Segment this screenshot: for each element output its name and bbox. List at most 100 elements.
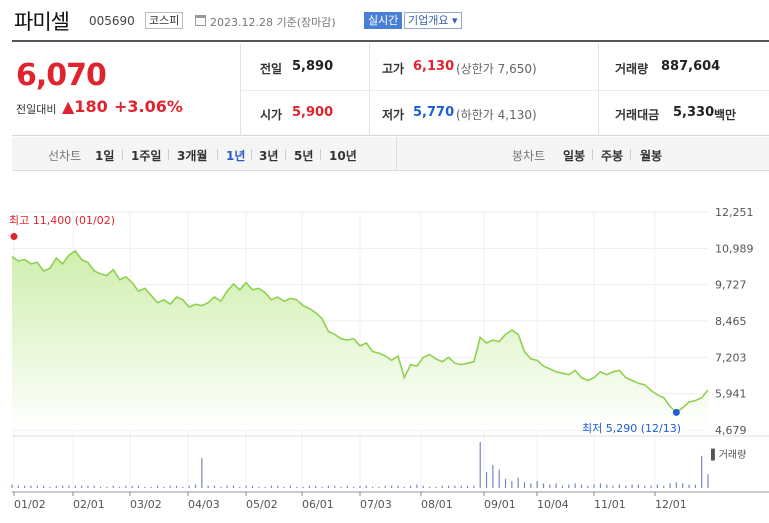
separator [285, 149, 286, 160]
volume-legend: ▌거래량 [710, 448, 746, 461]
separator [217, 149, 218, 160]
volume-bar [410, 485, 412, 488]
high-annotation: 최고 11,400 (01/02) [9, 214, 115, 227]
volume-bar [62, 485, 64, 488]
period-10y[interactable]: 10년 [329, 149, 357, 163]
amount-unit: 백만 [714, 108, 737, 122]
volume-bar [397, 485, 399, 488]
summary-row-divider [241, 90, 769, 91]
volume-bar [416, 484, 418, 488]
period-3y[interactable]: 3년 [259, 149, 279, 163]
period-1w[interactable]: 1주일 [131, 149, 162, 163]
volume-bar [207, 485, 209, 488]
volume-bar [239, 486, 241, 488]
x-tick-label: 02/01 [73, 498, 105, 511]
volume-bar [561, 485, 564, 488]
open-label: 시가 [260, 108, 283, 122]
volume-bar [156, 485, 159, 488]
separator [592, 149, 593, 160]
volume-bar [454, 485, 456, 488]
volume-bar [125, 485, 127, 488]
prev-close-label: 전일 [260, 62, 283, 76]
low-value: 5,770 [413, 105, 455, 120]
high-marker [10, 233, 18, 241]
volume-bar [277, 485, 279, 488]
volume-bar [99, 486, 102, 488]
change-percent: +3.06% [114, 97, 183, 116]
volume-bar [644, 485, 646, 488]
candle-weekly[interactable]: 주봉 [601, 149, 624, 163]
volume-bar [391, 485, 393, 488]
volume-bar [473, 485, 475, 488]
volume-bar [24, 485, 26, 488]
volume-value: 887,604 [661, 59, 721, 74]
period-5y[interactable]: 5년 [294, 149, 314, 163]
volume-bar [232, 485, 235, 488]
volume-bar [675, 482, 677, 488]
high-value: 6,130 [413, 59, 455, 74]
volume-bar [517, 477, 519, 488]
volume-bar [270, 485, 273, 488]
volume-bar [106, 486, 108, 488]
volume-bar [555, 483, 557, 488]
x-tick-label: 10/04 [537, 498, 569, 511]
price-chart[interactable]: 12,251 10,989 9,727 8,465 7,203 5,941 4,679 01… [0, 190, 769, 523]
volume-bar [245, 485, 247, 488]
volume-bar [485, 471, 488, 488]
volume-bar [701, 455, 703, 488]
volume-bar [542, 483, 545, 488]
volume-bar [536, 481, 538, 488]
volume-bar [663, 485, 665, 488]
realtime-button[interactable]: 실시간 [364, 12, 403, 29]
price-area [12, 250, 708, 430]
period-bar [12, 137, 769, 171]
volume-bar [688, 484, 690, 488]
volume-bar [530, 483, 532, 488]
period-1y[interactable]: 1년 [226, 149, 246, 163]
volume-bar [251, 485, 254, 488]
candle-chart-label: 봉차트 [512, 149, 546, 163]
low-annotation: 최저 5,290 (12/13) [582, 422, 681, 435]
volume-bar [707, 474, 709, 488]
period-3m[interactable]: 3개월 [177, 149, 208, 163]
volume-bar [593, 484, 595, 488]
period-bar-divider [396, 137, 397, 171]
volume-bar [321, 486, 323, 488]
volume-bar [264, 486, 266, 488]
volume-bar [656, 484, 658, 488]
volume-bar [568, 484, 570, 488]
volume-bar [498, 469, 500, 488]
volume-bar [334, 485, 336, 488]
candle-monthly[interactable]: 월봉 [640, 149, 663, 163]
company-info-button[interactable]: 기업개요 ▾ [404, 12, 462, 29]
candle-daily[interactable]: 일봉 [563, 149, 586, 163]
market-badge: 코스피 [145, 12, 184, 29]
volume-bar [580, 484, 583, 488]
period-1d[interactable]: 1일 [95, 149, 115, 163]
volume-bar [650, 485, 652, 488]
volume-bar [435, 486, 437, 488]
volume-bar [422, 485, 424, 488]
x-tick-label: 03/02 [130, 498, 162, 511]
volume-bar [43, 485, 45, 488]
y-tick-label: 7,203 [715, 351, 747, 364]
volume-bar [587, 485, 589, 488]
volume-bar [74, 485, 76, 488]
y-tick-label: 10,989 [715, 242, 754, 255]
prev-close-value: 5,890 [292, 59, 334, 74]
y-tick-label: 4,679 [715, 424, 747, 437]
stock-name: 파미셀 [14, 10, 70, 34]
volume-bar [378, 486, 380, 488]
low-marker [672, 408, 680, 416]
current-price: 6,070 [16, 58, 107, 93]
amount-label: 거래대금 [615, 108, 660, 122]
volume-bar [631, 484, 633, 488]
volume-bar [315, 485, 317, 488]
volume-bar [504, 478, 507, 488]
volume-bar [384, 485, 386, 488]
volume-bar [353, 486, 355, 488]
change-amount: ▲180 [62, 97, 108, 116]
x-tick-label: 06/01 [302, 498, 334, 511]
volume-bar [182, 486, 184, 488]
amount-value: 5,330 [673, 105, 715, 120]
